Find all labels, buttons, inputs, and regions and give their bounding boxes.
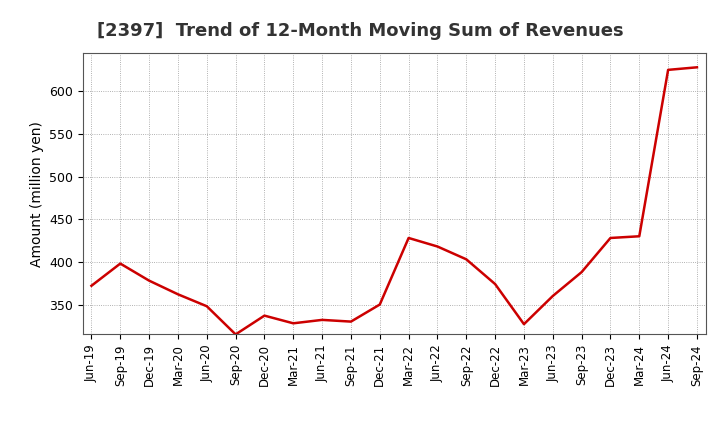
- Y-axis label: Amount (million yen): Amount (million yen): [30, 121, 43, 267]
- Text: [2397]  Trend of 12-Month Moving Sum of Revenues: [2397] Trend of 12-Month Moving Sum of R…: [96, 22, 624, 40]
